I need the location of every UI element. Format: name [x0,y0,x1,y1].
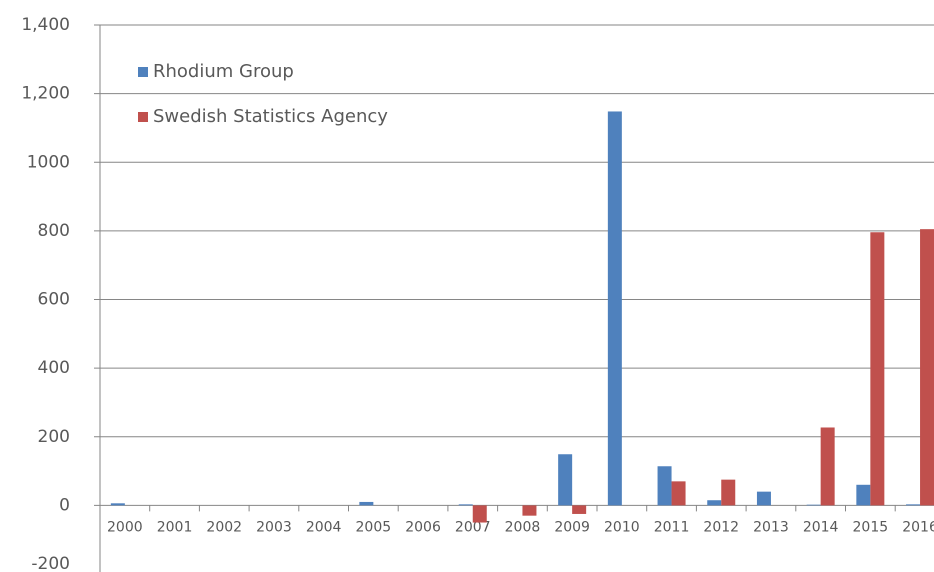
bar [657,466,672,506]
bar [856,484,871,506]
bar [806,504,821,506]
x-tick-label: 2005 [356,519,392,535]
bar [671,481,686,506]
y-tick-label: 1,200 [21,84,70,104]
bar [707,500,722,506]
bar [458,504,473,506]
x-tick-label: 2006 [405,519,441,535]
bar [522,505,537,516]
legend-label: Rhodium Group [153,61,294,82]
x-tick-label: 2015 [853,519,889,535]
x-tick-label: 2011 [654,519,690,535]
legend-swatch [138,67,148,77]
bar [572,505,587,514]
y-tick-label: 800 [38,221,70,241]
x-tick-label: 2003 [256,519,292,535]
bar [607,111,622,506]
legend-swatch [138,112,148,122]
y-tick-label: -200 [31,554,70,572]
bar [756,491,771,506]
y-tick-label: 1000 [27,152,70,172]
x-tick-label: 2010 [604,519,640,535]
bar [920,229,934,506]
x-tick-label: 2001 [157,519,193,535]
bar [820,427,835,506]
legend-label: Swedish Statistics Agency [153,106,388,127]
x-tick-label: 2002 [206,519,242,535]
y-tick-label: 600 [38,290,70,310]
x-tick-label: 2000 [107,519,143,535]
bar [110,503,125,506]
bar [906,504,921,506]
bar [359,501,374,506]
bar [870,232,885,506]
y-tick-label: 0 [59,495,70,515]
bar [472,505,487,523]
y-tick-label: 400 [38,358,70,378]
bar [558,454,573,506]
y-tick-label: 1,400 [21,15,70,35]
bar [721,479,736,506]
y-tick-label: 200 [38,427,70,447]
x-tick-label: 2016 [902,519,934,535]
x-tick-label: 2012 [703,519,739,535]
x-tick-label: 2004 [306,519,342,535]
x-tick-label: 2009 [554,519,590,535]
x-tick-label: 2013 [753,519,789,535]
x-tick-label: 2014 [803,519,839,535]
x-tick-label: 2008 [505,519,541,535]
x-tick-label: 2007 [455,519,491,535]
